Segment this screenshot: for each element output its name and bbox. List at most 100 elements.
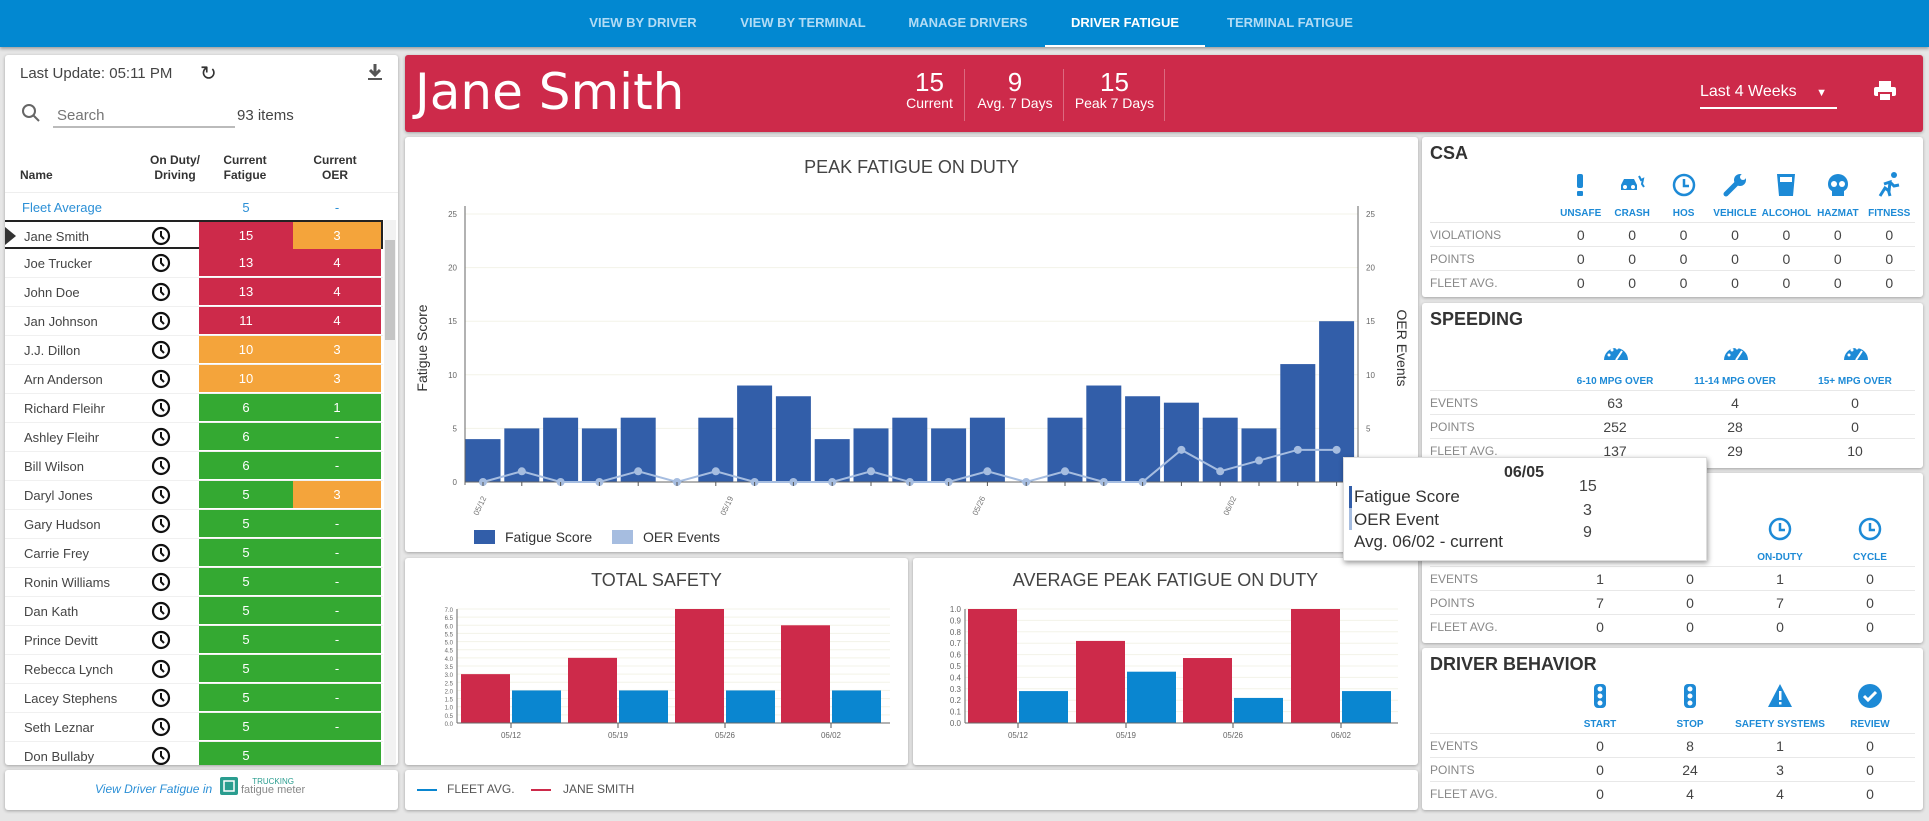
refresh-icon[interactable]: ↻	[200, 63, 217, 85]
metric-value: 0	[1866, 594, 1874, 611]
col-name[interactable]: Name	[20, 168, 53, 182]
clock-icon	[151, 340, 171, 363]
driver-row[interactable]: Carrie Frey 5-	[5, 539, 383, 568]
tooltip-date: 06/05	[1504, 464, 1545, 481]
current-fatigue: 15	[199, 222, 293, 249]
metric-value: 7	[1776, 594, 1784, 611]
driver-row[interactable]: Lacey Stephens 5-	[5, 684, 383, 713]
y-tick-label: 0.7	[950, 639, 962, 648]
metric-value: 137	[1603, 443, 1627, 459]
csa-panel: CSA UNSAFE CRASH HOS VEHICLE ALCOHOL HAZMAT FIT…	[1422, 137, 1923, 297]
exclamation-icon	[1555, 172, 1606, 203]
metric-value: 0	[1596, 761, 1604, 778]
tooltip-label: Fatigue Score	[1354, 487, 1460, 506]
comparison-legend: FLEET AVG. JANE SMITH	[405, 770, 1418, 810]
driver-row[interactable]: Richard Fleihr 6 1	[5, 394, 383, 423]
print-icon[interactable]	[1873, 80, 1897, 107]
metric-value: 1	[1776, 737, 1784, 754]
driver-row[interactable]: Ashley Fleihr 6-	[5, 423, 383, 452]
current-fatigue: 5	[199, 742, 293, 765]
metric-value: 1	[1596, 570, 1604, 587]
driver-row[interactable]: Jan Johnson 11 4	[5, 307, 383, 336]
metric-value: 0	[1885, 226, 1894, 243]
column-header: STOP	[1676, 719, 1704, 730]
search-input[interactable]	[53, 105, 235, 128]
avg-peak-fatigue-svg: 0.0 0.1 0.2 0.3 0.4 0.5 0.6 0.7 0.8 0.9 1.0 05/12 05…	[950, 605, 1398, 740]
fleet-average-row: Fleet Average 5 -	[5, 192, 398, 220]
tab-manage-drivers[interactable]: MANAGE DRIVERS	[908, 15, 1028, 30]
metric-value: 0	[1686, 619, 1694, 635]
driver-row[interactable]: Joe Trucker 13 4	[5, 249, 383, 278]
driver-row[interactable]: Jane Smith 15 3	[5, 220, 383, 249]
y-tick-label: 0.5	[950, 662, 962, 671]
period-select[interactable]: Last 4 Weeks ▼	[1700, 83, 1837, 109]
x-tick-label: 05/19	[608, 731, 629, 740]
y-tick-label: 2.0	[445, 689, 454, 695]
current-oer: -	[293, 510, 381, 537]
col-oer[interactable]: Current OER	[313, 153, 357, 182]
y-tick-label: 4.5	[445, 649, 454, 655]
traffic-light-icon	[1645, 683, 1735, 714]
current-fatigue: 5	[199, 713, 293, 740]
clock-icon	[151, 746, 171, 765]
metric-value: 0	[1851, 418, 1859, 435]
driver-name: Jane Smith	[24, 229, 90, 244]
metric-value: 0	[1833, 275, 1842, 291]
tab-view-by-terminal[interactable]: VIEW BY TERMINAL	[740, 15, 866, 30]
col-fatigue[interactable]: Current Fatigue	[223, 153, 267, 182]
warning-icon	[1735, 683, 1825, 714]
driver-row[interactable]: John Doe 13 4	[5, 278, 383, 307]
metric-row: FLEET AVG. 137 29 10	[1430, 439, 1915, 463]
driver-row[interactable]: J.J. Dillon 10 3	[5, 336, 383, 365]
y-tick-label: 1.0	[445, 706, 454, 712]
metric-row: POINTS 0 0 0 0 0 0 0	[1430, 247, 1915, 271]
oer-point	[1255, 456, 1263, 465]
current-oer: 3	[293, 365, 381, 392]
driver-row[interactable]: Gary Hudson 5-	[5, 510, 383, 539]
speedometer-icon	[1795, 340, 1915, 371]
fleet-bar	[1127, 671, 1176, 723]
oer-point	[1177, 445, 1186, 454]
column-header: 15+ MPG OVER	[1818, 376, 1892, 387]
clock-icon	[151, 369, 171, 392]
scrollbar-thumb[interactable]	[385, 240, 395, 340]
fatigue-bar	[1241, 428, 1277, 482]
icon-row	[1430, 511, 1915, 547]
fatigue-bar	[465, 439, 501, 482]
fatigue-meter-logo[interactable]: TRUCKING fatigue meter	[220, 777, 305, 796]
driver-row[interactable]: Prince Devitt 5-	[5, 626, 383, 655]
fatigue-bar	[1319, 321, 1355, 482]
column-header-row: START STOP SAFETY SYSTEMS REVIEW	[1430, 714, 1915, 734]
metric-value: 0	[1679, 275, 1688, 291]
fleet-average-fatigue: 5	[242, 200, 250, 215]
driver-row[interactable]: Ronin Williams 5-	[5, 568, 383, 597]
scrollbar[interactable]	[384, 220, 396, 765]
driver-name: Gary Hudson	[24, 517, 101, 532]
search-icon	[21, 103, 41, 128]
col-on-duty[interactable]: On Duty/ Driving	[150, 153, 200, 182]
selected-arrow-icon	[5, 227, 16, 245]
driver-row[interactable]: Don Bullaby 5	[5, 742, 383, 765]
view-in-fatigue-meter-link[interactable]: View Driver Fatigue in	[95, 782, 213, 796]
clock-icon	[151, 688, 171, 711]
tab-terminal-fatigue[interactable]: TERMINAL FATIGUE	[1227, 15, 1353, 30]
oer-point	[517, 467, 526, 476]
tab-driver-fatigue[interactable]: DRIVER FATIGUE	[1045, 0, 1205, 47]
driver-row[interactable]: Bill Wilson 6-	[5, 452, 383, 481]
current-oer: 4	[293, 307, 381, 334]
fatigue-bar	[1125, 396, 1161, 482]
driver-row[interactable]: Arn Anderson 10 3	[5, 365, 383, 394]
column-header: HAZMAT	[1817, 208, 1859, 219]
metric-value: 4	[1686, 786, 1694, 802]
metric-value: 0	[1866, 761, 1874, 778]
current-fatigue: 5	[199, 568, 293, 595]
fleet-bar	[619, 690, 668, 723]
speedometer-icon	[1555, 340, 1675, 371]
download-icon[interactable]	[367, 63, 383, 86]
driver-row[interactable]: Daryl Jones 5 3	[5, 481, 383, 510]
tab-view-by-driver[interactable]: VIEW BY DRIVER	[589, 15, 697, 30]
driver-row[interactable]: Rebecca Lynch 5-	[5, 655, 383, 684]
driver-row[interactable]: Seth Leznar 5-	[5, 713, 383, 742]
driver-row[interactable]: Dan Kath 5-	[5, 597, 383, 626]
icon-row	[1430, 335, 1915, 371]
